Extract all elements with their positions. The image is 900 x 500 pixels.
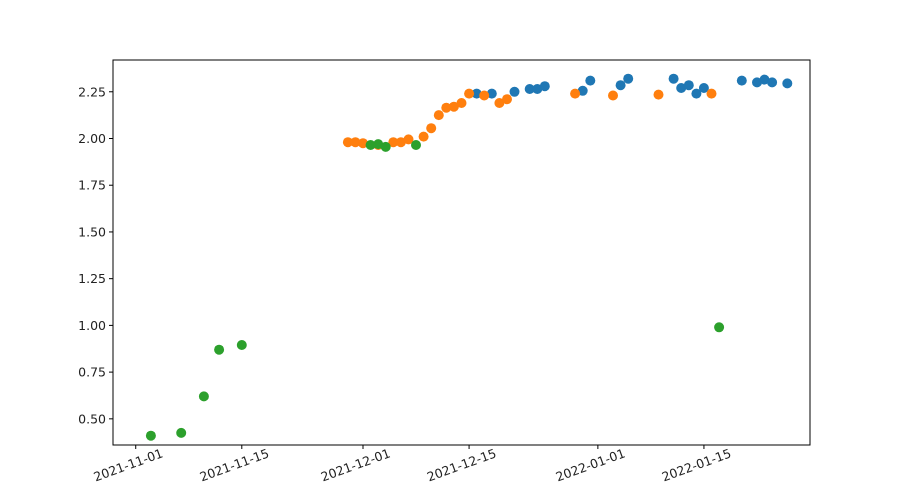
data-point: [668, 73, 679, 84]
data-point: [524, 84, 535, 94]
y-tick-label: 1.25: [78, 271, 106, 286]
data-point: [403, 134, 414, 145]
data-point: [509, 86, 520, 97]
data-point: [570, 88, 581, 99]
series-2: [342, 88, 717, 150]
data-points: [145, 73, 793, 441]
data-point: [767, 77, 778, 88]
data-point: [691, 88, 702, 99]
y-tick-label: 1.00: [78, 318, 106, 333]
data-point: [433, 110, 444, 121]
data-point: [471, 88, 482, 99]
y-tick-label: 0.75: [78, 365, 106, 380]
data-point: [373, 139, 384, 150]
data-point: [380, 141, 391, 152]
data-point: [759, 74, 770, 85]
data-point: [365, 140, 376, 150]
data-point: [418, 131, 429, 142]
data-point: [411, 140, 421, 150]
data-point: [456, 98, 467, 108]
data-point: [388, 137, 399, 148]
data-point: [342, 137, 353, 148]
data-point: [441, 102, 452, 113]
plot-frame: [112, 59, 811, 446]
data-point: [752, 77, 762, 88]
data-point: [782, 78, 793, 89]
data-point: [494, 98, 505, 108]
data-point: [214, 344, 225, 355]
data-point: [464, 88, 475, 99]
data-point: [198, 391, 209, 402]
y-tick-label: 2.25: [78, 84, 106, 99]
data-point: [676, 83, 687, 93]
data-point: [683, 80, 694, 91]
data-point: [176, 427, 187, 438]
data-point: [653, 89, 664, 100]
data-point: [448, 101, 459, 112]
data-point: [623, 73, 634, 84]
data-point: [577, 85, 588, 96]
data-point: [714, 322, 725, 333]
data-point: [698, 83, 709, 93]
data-point: [426, 123, 437, 134]
data-point: [145, 430, 156, 441]
series-1: [471, 73, 793, 99]
data-point: [350, 137, 361, 148]
y-axis: 0.50 0.75 1.00 1.25 1.50 1.75 2.00 2.25: [78, 84, 113, 426]
y-tick-label: 0.50: [78, 411, 106, 426]
data-point: [539, 81, 550, 92]
series-3: [145, 139, 725, 441]
y-tick-label: 1.50: [78, 224, 106, 239]
data-point: [479, 90, 490, 101]
data-point: [486, 88, 497, 99]
y-tick-label: 1.75: [78, 178, 106, 193]
data-point: [736, 75, 747, 86]
data-point: [706, 88, 717, 99]
data-point: [358, 138, 368, 149]
y-tick-label: 2.00: [78, 131, 106, 146]
data-point: [585, 75, 596, 86]
data-point: [395, 137, 406, 148]
data-point: [236, 340, 247, 350]
data-point: [502, 94, 512, 105]
data-point: [615, 80, 626, 91]
data-point: [532, 84, 543, 94]
data-point: [608, 90, 618, 101]
